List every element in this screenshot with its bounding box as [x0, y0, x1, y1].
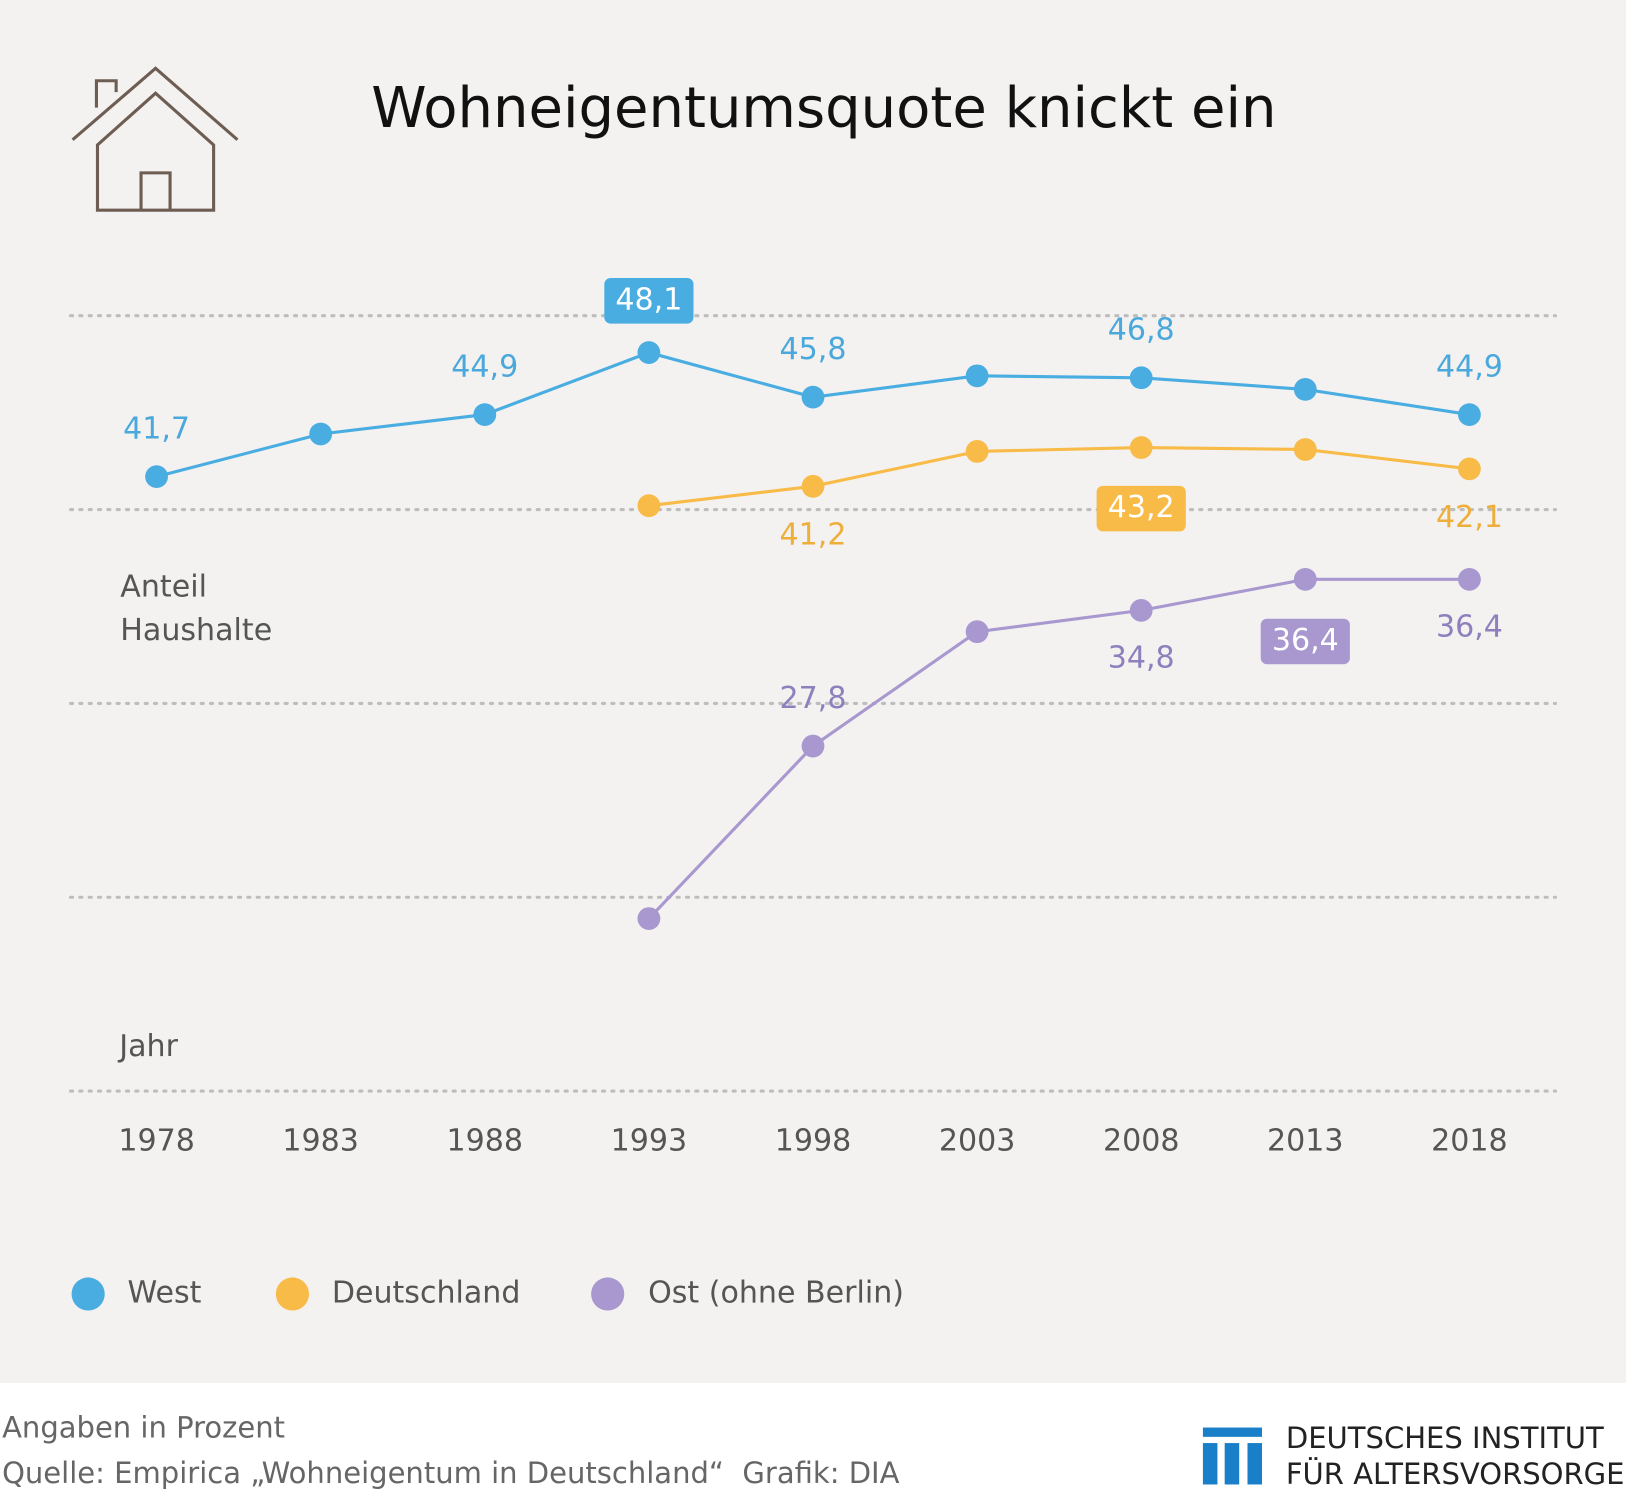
data-point [1293, 378, 1317, 401]
house-icon [71, 66, 239, 212]
data-point [965, 364, 989, 388]
x-tick-label: 2003 [939, 1123, 1016, 1158]
data-point [1458, 403, 1481, 426]
logo-mark [1202, 1427, 1263, 1485]
data-label: 36,4 [1272, 623, 1339, 658]
series-line [647, 577, 1470, 920]
data-label: 44,9 [1436, 350, 1503, 385]
data-point [965, 440, 989, 463]
data-point [1129, 598, 1153, 622]
x-tick-label: 1988 [447, 1123, 524, 1158]
x-tick-label: 1993 [611, 1123, 688, 1158]
data-label: 45,8 [780, 332, 847, 367]
data-point [637, 494, 661, 518]
data-point [145, 465, 168, 489]
data-point [473, 403, 497, 426]
data-label: 41,2 [780, 518, 847, 553]
legend-label: Ost (ohne Berlin) [648, 1276, 904, 1311]
legend-label: West [128, 1276, 202, 1311]
highlight-box [604, 278, 694, 324]
chart-title: Wohneigentumsquote knickt ein [371, 76, 1276, 141]
highlight-box [1260, 618, 1350, 665]
data-label: 43,2 [1108, 490, 1175, 525]
data-label: 46,8 [1108, 313, 1175, 348]
data-point [1458, 457, 1481, 481]
series-line [648, 445, 1470, 508]
footer-note: Angaben in Prozent [2, 1411, 285, 1445]
data-point [1293, 438, 1317, 461]
highlight-box [1096, 485, 1186, 532]
y-axis-label-box: Anteil Haushalte [120, 568, 273, 647]
logo-text: FÜR ALTERSVORSORGE [1286, 1457, 1625, 1491]
data-label: 36,4 [1436, 610, 1503, 645]
data-point [1129, 436, 1153, 459]
x-tick-label: 2018 [1431, 1123, 1508, 1158]
data-label: 27,8 [780, 681, 847, 716]
data-point [965, 620, 989, 644]
legend-label: Deutschland [332, 1276, 521, 1311]
data-point [801, 385, 825, 409]
x-tick-label: 1978 [118, 1123, 195, 1158]
data-point [309, 422, 333, 446]
legend-marker [71, 1277, 105, 1311]
data-label: 41,7 [123, 412, 190, 447]
data-label: 42,1 [1436, 500, 1503, 535]
data-point [637, 907, 661, 930]
data-point [1458, 567, 1481, 591]
data-point [801, 474, 825, 498]
x-tick-label: 2008 [1103, 1123, 1180, 1158]
x-tick-label: 1998 [775, 1123, 852, 1158]
logo-text: DEUTSCHES INSTITUT [1286, 1421, 1604, 1455]
data-label: 44,9 [451, 350, 518, 385]
data-point [637, 341, 661, 364]
data-label: 34,8 [1108, 641, 1175, 676]
legend-marker [591, 1277, 625, 1311]
x-tick-label: 1983 [282, 1123, 359, 1158]
x-axis-label: Jahr [117, 1029, 178, 1064]
chart-background [0, 0, 1626, 1384]
data-point [1293, 567, 1317, 591]
data-point [801, 734, 825, 758]
footer-source: Quelle: Empirica „Wohneigentum in Deutsc… [2, 1456, 900, 1490]
legend-marker [275, 1277, 310, 1311]
x-tick-label: 2013 [1267, 1123, 1344, 1158]
data-label: 48,1 [615, 282, 682, 317]
y-axis-label: Anteil Haushalte [120, 568, 273, 647]
data-point [1129, 366, 1153, 390]
